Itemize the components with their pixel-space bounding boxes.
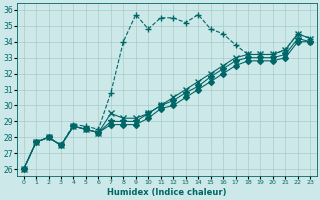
X-axis label: Humidex (Indice chaleur): Humidex (Indice chaleur) (107, 188, 227, 197)
